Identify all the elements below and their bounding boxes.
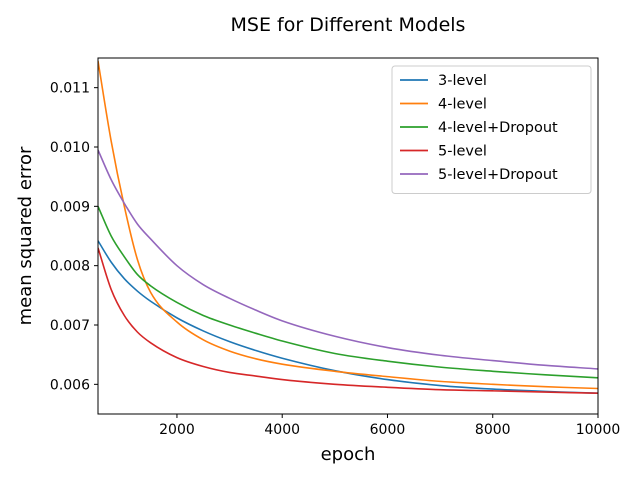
- x-tick-label: 4000: [264, 422, 300, 438]
- chart-title: MSE for Different Models: [231, 14, 466, 36]
- legend-label: 4-level: [438, 97, 487, 113]
- y-tick-label: 0.010: [50, 140, 90, 156]
- plot-frame: [97, 57, 599, 415]
- series-layer: [98, 60, 598, 395]
- y-tick-label: 0.011: [50, 81, 90, 97]
- legend: 3-level 4-level 4-level+Dropout 5-level 5-le…: [391, 65, 592, 194]
- series-line-4-level: [98, 60, 598, 390]
- legend-label: 5-level: [438, 144, 487, 160]
- y-axis: 0.006 0.007 0.008 0.009 0.010 0.011: [50, 81, 98, 393]
- legend-label: 4-level+Dropout: [438, 120, 558, 136]
- x-tick-label: 8000: [475, 422, 511, 438]
- legend-label: 5-level+Dropout: [438, 167, 558, 183]
- x-tick-label: 6000: [370, 422, 406, 438]
- x-tick-label: 2000: [159, 422, 195, 438]
- series-line-3-level: [98, 240, 598, 395]
- series-line-5-level: [98, 247, 598, 395]
- x-axis-title: epoch: [321, 444, 376, 465]
- y-tick-label: 0.009: [50, 199, 90, 215]
- x-tick-label: 10000: [576, 422, 621, 438]
- y-tick-label: 0.007: [50, 318, 90, 334]
- series-line-5-level-dropout: [98, 149, 598, 370]
- y-axis-title: mean squared error: [15, 146, 36, 325]
- series-line-4-level-dropout: [98, 206, 598, 379]
- x-axis: 2000 4000 6000 8000 10000: [159, 414, 620, 438]
- legend-box: [391, 65, 592, 194]
- y-tick-label: 0.006: [50, 377, 90, 393]
- y-tick-label: 0.008: [50, 259, 90, 275]
- legend-label: 3-level: [438, 73, 487, 89]
